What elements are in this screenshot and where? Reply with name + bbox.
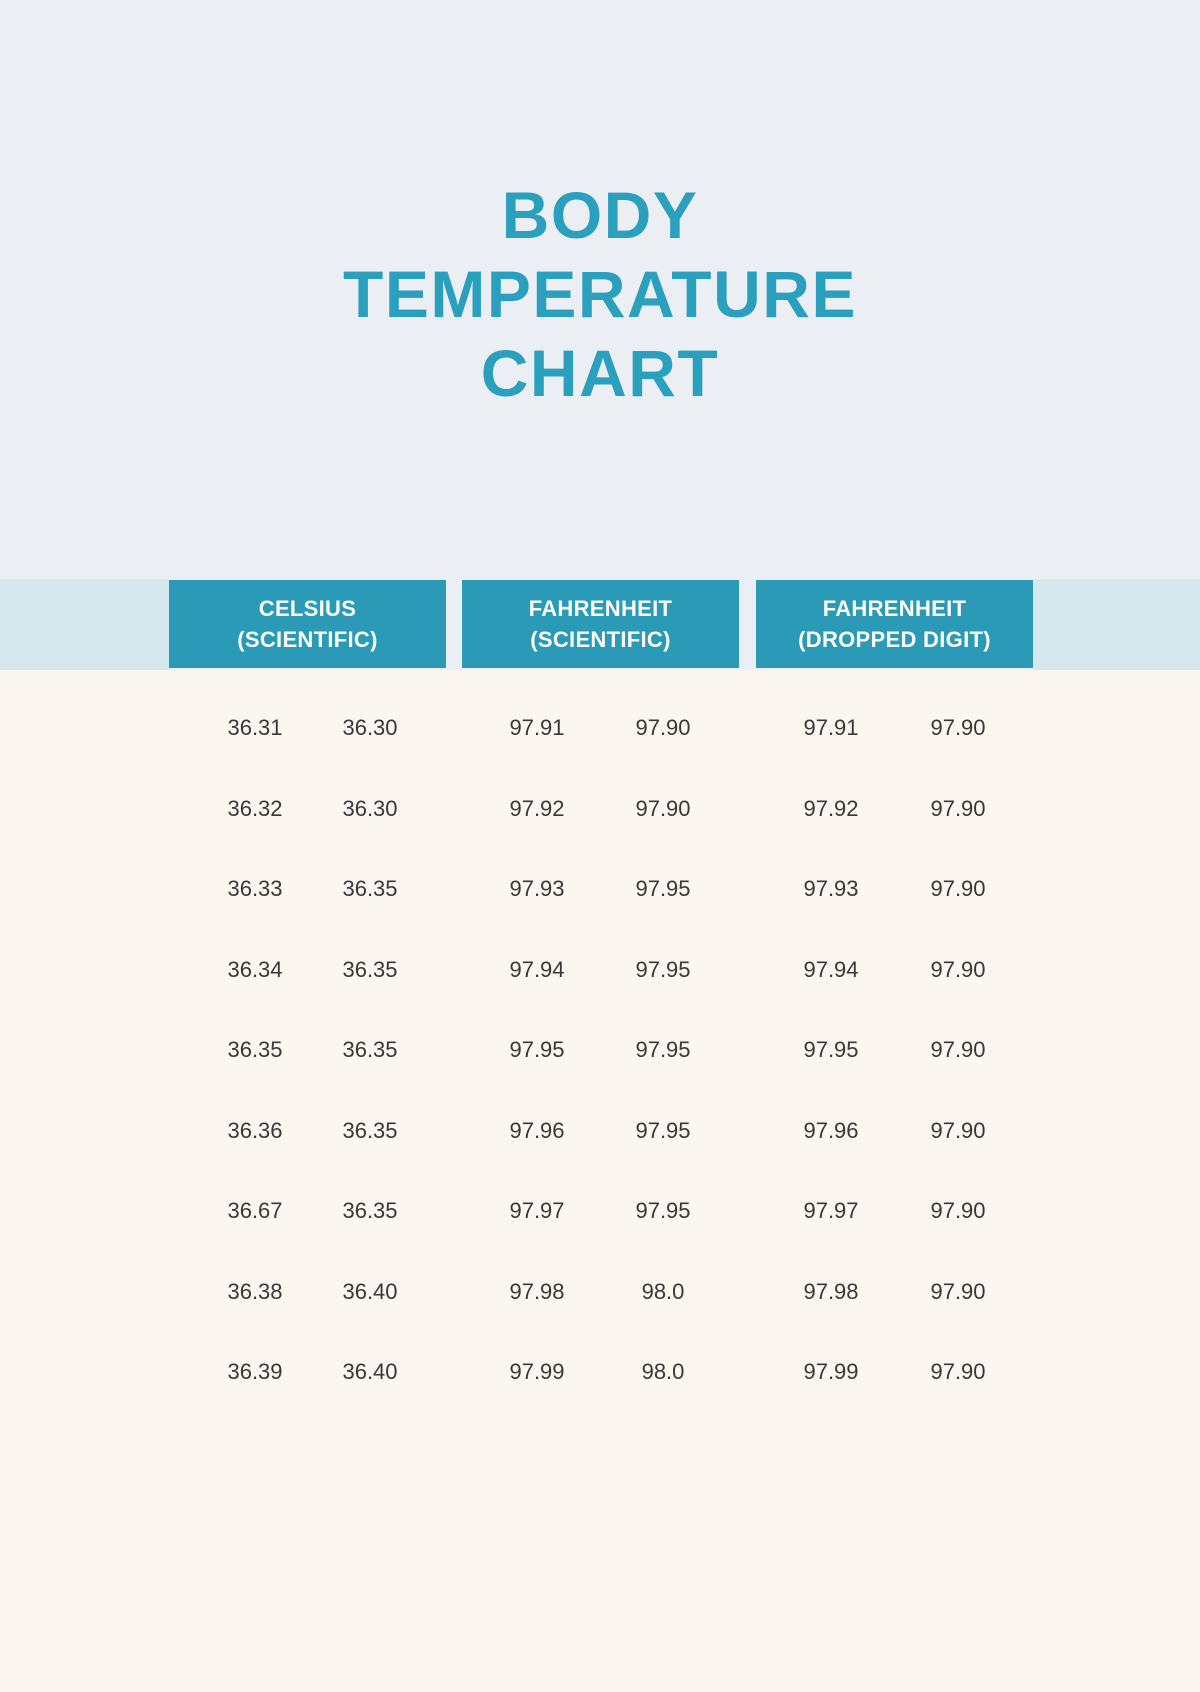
table-cell: 97.95 (635, 876, 691, 902)
table-row: 36.38 36.40 97.98 98.0 97.98 97.90 (0, 1252, 1200, 1333)
page-title-line: CHART (480, 336, 720, 410)
header-band-left-segment (0, 579, 169, 670)
table-cell: 98.0 (641, 1359, 685, 1385)
table-row: 36.33 36.35 97.93 97.95 97.93 97.90 (0, 849, 1200, 930)
table-cell: 97.90 (635, 795, 691, 821)
table-cell: 36.36 (227, 1117, 283, 1143)
table-cell: 36.35 (342, 1198, 398, 1224)
column-header-line: (SCIENTIFIC) (237, 627, 378, 652)
table-row: 36.34 36.35 97.94 97.95 97.94 97.90 (0, 930, 1200, 1011)
table-cell: 97.96 (509, 1117, 565, 1143)
column-header-fahrenheit-scientific: FAHRENHEIT (SCIENTIFIC) (462, 580, 739, 668)
table-row: 36.31 36.30 97.91 97.90 97.91 97.90 (0, 688, 1200, 769)
table-cell: 97.92 (509, 795, 565, 821)
table-cell: 97.91 (803, 715, 859, 741)
column-header-line: FAHRENHEIT (822, 596, 967, 621)
column-header-line: CELSIUS (258, 596, 357, 621)
table-cell: 36.35 (342, 1037, 398, 1063)
table-row: 36.39 36.40 97.99 98.0 97.99 97.90 (0, 1332, 1200, 1413)
table-cell: 36.30 (342, 715, 398, 741)
table-cell: 97.98 (803, 1278, 859, 1304)
table-section: 36.31 36.30 97.91 97.90 97.91 97.90 36.32 36.30… (0, 670, 1200, 1692)
table-cell: 97.97 (803, 1198, 859, 1224)
table-row: 36.32 36.30 97.92 97.90 97.92 97.90 (0, 769, 1200, 850)
table-cell: 97.90 (635, 715, 691, 741)
table-cell: 97.95 (635, 1198, 691, 1224)
table-cell: 97.90 (930, 876, 986, 902)
table-cell: 97.99 (803, 1359, 859, 1385)
page-title-line: BODY (501, 178, 699, 252)
table-cell: 36.40 (342, 1359, 398, 1385)
table-cell: 97.95 (635, 1117, 691, 1143)
table-cell: 97.92 (803, 795, 859, 821)
table-cell: 36.35 (342, 1117, 398, 1143)
table-cell: 36.34 (227, 956, 283, 982)
table-cell: 36.67 (227, 1198, 283, 1224)
table-cell: 97.98 (509, 1278, 565, 1304)
page-title-line: TEMPERATURE (343, 257, 857, 331)
table-cell: 97.90 (930, 956, 986, 982)
table-row: 36.35 36.35 97.95 97.95 97.95 97.90 (0, 1010, 1200, 1091)
table-cell: 97.94 (803, 956, 859, 982)
table-cell: 97.90 (930, 1117, 986, 1143)
column-header-line: (DROPPED DIGIT) (798, 627, 991, 652)
table-cell: 97.99 (509, 1359, 565, 1385)
table-cell: 36.35 (227, 1037, 283, 1063)
column-header-line: FAHRENHEIT (528, 596, 673, 621)
table-cell: 97.90 (930, 1037, 986, 1063)
table-cell: 97.95 (635, 1037, 691, 1063)
page-title: BODY TEMPERATURE CHART (0, 176, 1200, 413)
table-cell: 36.35 (342, 956, 398, 982)
header-band-right-segment (1033, 579, 1200, 670)
column-header-celsius-scientific: CELSIUS (SCIENTIFIC) (169, 580, 446, 668)
table-cell: 97.93 (509, 876, 565, 902)
table-cell: 97.93 (803, 876, 859, 902)
table-cell: 36.35 (342, 876, 398, 902)
table-row: 36.67 36.35 97.97 97.95 97.97 97.90 (0, 1171, 1200, 1252)
table-cell: 97.90 (930, 715, 986, 741)
table-row: 36.36 36.35 97.96 97.95 97.96 97.90 (0, 1091, 1200, 1172)
table-cell: 97.90 (930, 1278, 986, 1304)
table-cell: 36.40 (342, 1278, 398, 1304)
table-cell: 97.95 (803, 1037, 859, 1063)
table-cell: 97.97 (509, 1198, 565, 1224)
table-cell: 36.39 (227, 1359, 283, 1385)
table-cell: 36.33 (227, 876, 283, 902)
table-cell: 97.90 (930, 1198, 986, 1224)
table-body: 36.31 36.30 97.91 97.90 97.91 97.90 36.32 36.30… (0, 688, 1200, 1413)
table-cell: 97.96 (803, 1117, 859, 1143)
table-cell: 36.30 (342, 795, 398, 821)
top-section: BODY TEMPERATURE CHART (0, 0, 1200, 670)
table-cell: 97.91 (509, 715, 565, 741)
table-cell: 98.0 (641, 1278, 685, 1304)
table-cell: 97.95 (635, 956, 691, 982)
table-cell: 97.90 (930, 795, 986, 821)
table-cell: 97.90 (930, 1359, 986, 1385)
table-cell: 97.95 (509, 1037, 565, 1063)
table-cell: 36.32 (227, 795, 283, 821)
table-cell: 36.31 (227, 715, 283, 741)
table-cell: 97.94 (509, 956, 565, 982)
column-header-fahrenheit-dropped-digit: FAHRENHEIT (DROPPED DIGIT) (756, 580, 1033, 668)
column-header-line: (SCIENTIFIC) (530, 627, 671, 652)
table-cell: 36.38 (227, 1278, 283, 1304)
